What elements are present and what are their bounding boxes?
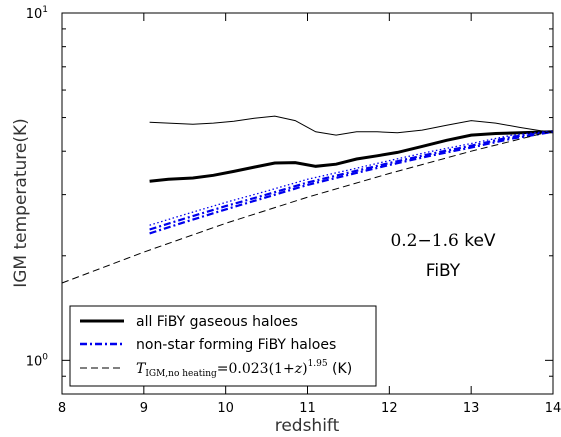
energy-high: 1.6: [432, 231, 459, 251]
series-line-4: [149, 130, 554, 226]
series-line-2: [149, 130, 554, 235]
series-line-3: [149, 130, 554, 231]
legend: all FiBY gaseous haloes non-star forming…: [69, 305, 377, 387]
y-axis-title: IGM temperature(K): [11, 118, 31, 288]
legend-T-symbol: T: [136, 361, 147, 377]
series-line-1: [149, 115, 554, 136]
energy-dash: −: [418, 231, 432, 251]
legend-exponent: 1.95: [308, 359, 328, 369]
x-tick-label-14: 14: [545, 401, 561, 416]
legend-label-no-heating: TIGM,no heating=0.023(1+z)1.95 (K): [136, 359, 352, 379]
y-tick-label-10: 101: [26, 5, 48, 22]
ticks-layer: 8 9 10 11 12 13 14 100 101: [26, 5, 561, 416]
x-tick-label-8: 8: [58, 401, 66, 416]
series-layer: [61, 115, 554, 284]
series-line-0: [149, 130, 554, 183]
energy-range-label: 0.2−1.6 keV: [390, 231, 495, 251]
simulation-label: FiBY: [426, 261, 461, 281]
energy-unit: keV: [459, 231, 496, 251]
legend-equation: =0.023(1+: [217, 361, 295, 377]
energy-low: 0.2: [390, 231, 417, 251]
x-tick-label-10: 10: [217, 401, 234, 416]
series-line-5: [61, 130, 554, 284]
legend-z-symbol: z: [294, 361, 303, 377]
y-tick-label-1: 100: [26, 352, 49, 369]
x-tick-label-12: 12: [381, 401, 398, 416]
legend-unit: (K): [328, 361, 353, 377]
x-tick-label-13: 13: [463, 401, 480, 416]
legend-label-all-haloes: all FiBY gaseous haloes: [136, 314, 298, 330]
legend-paren: ): [302, 361, 307, 377]
x-tick-label-9: 9: [140, 401, 148, 416]
legend-T-subscript: IGM,no heating: [145, 369, 217, 379]
x-axis-title: redshift: [275, 416, 340, 436]
x-tick-label-11: 11: [299, 401, 316, 416]
plot-area: 8 9 10 11 12 13 14 100 101: [26, 5, 561, 416]
legend-label-non-star-forming: non-star forming FiBY haloes: [136, 337, 336, 353]
legend-box: [69, 305, 377, 387]
energy-annotation: 0.2−1.6 keV FiBY: [390, 231, 495, 281]
